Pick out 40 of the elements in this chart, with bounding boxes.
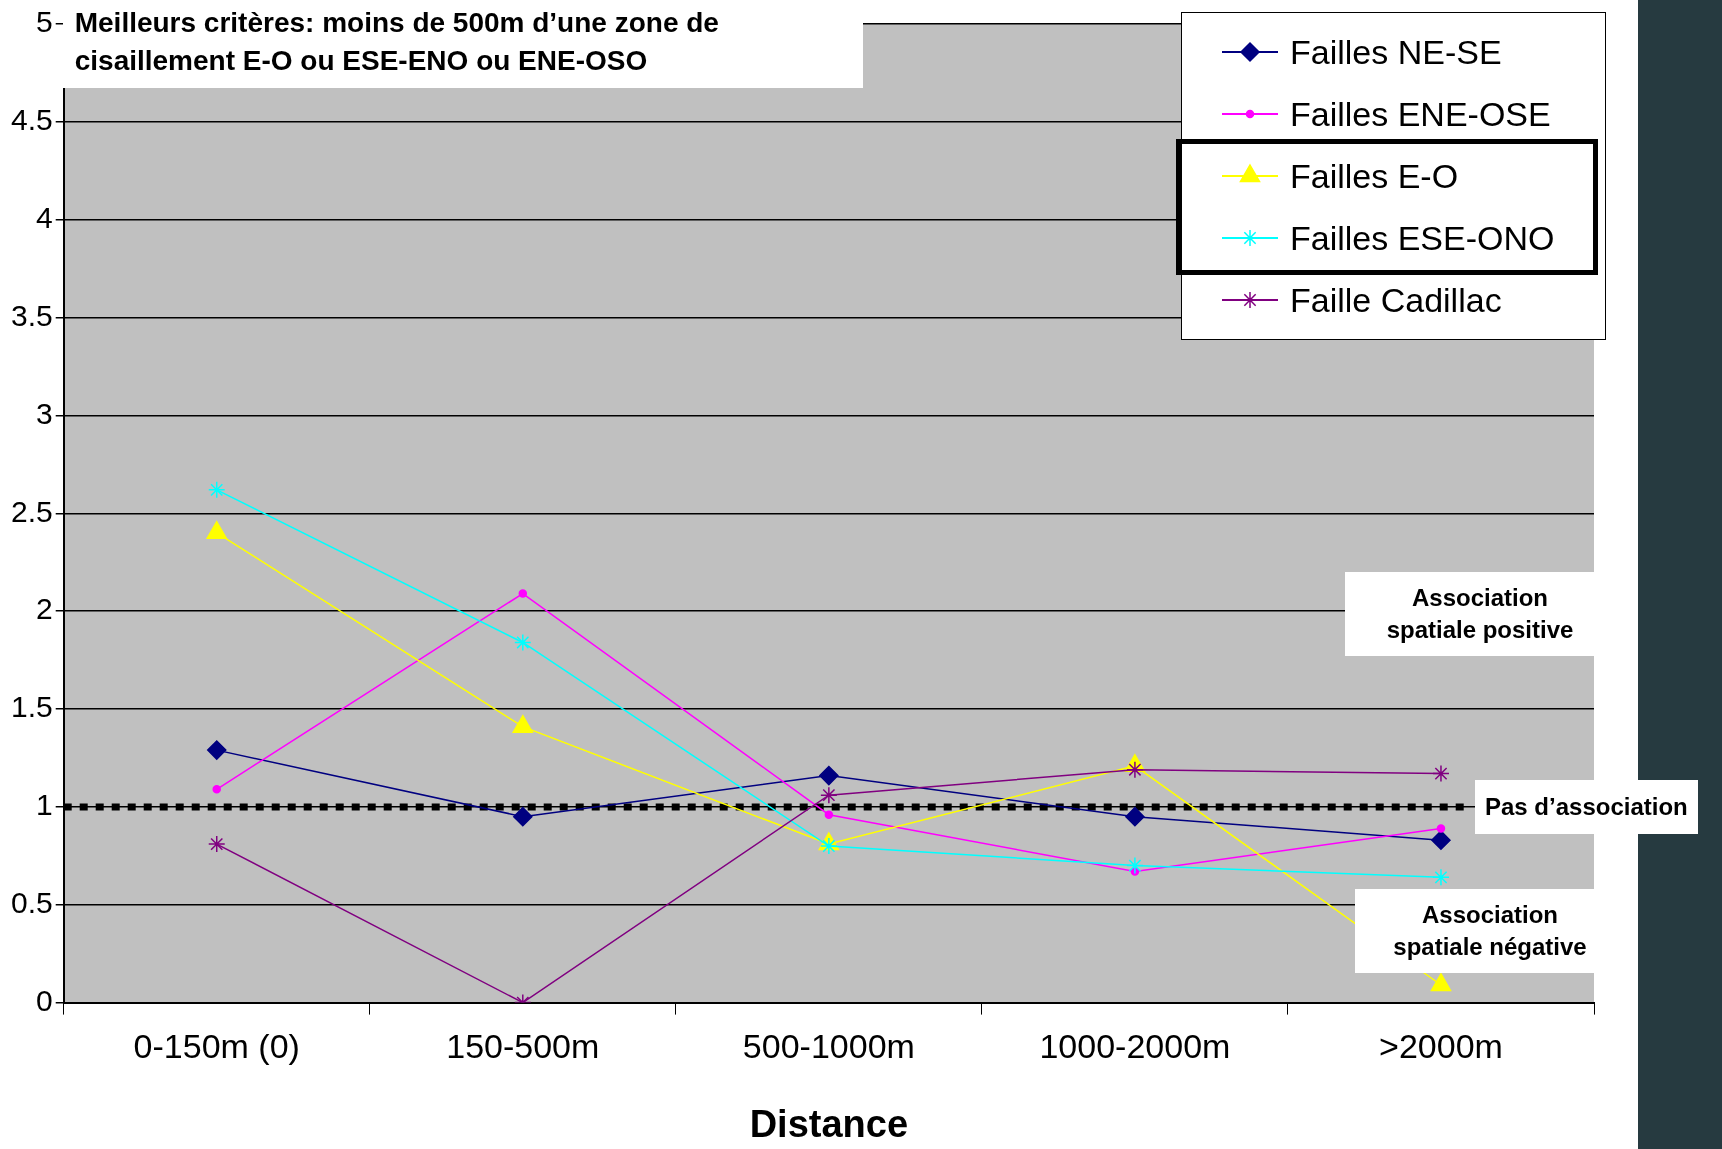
y-tick-label: 3 — [36, 396, 53, 430]
y-tick-label: 3.5 — [10, 298, 53, 332]
point — [820, 837, 838, 855]
legend-label: Failles E-O — [1290, 156, 1459, 196]
y-tick-label: 5 — [36, 5, 53, 39]
legend-label: Failles ESE-ONO — [1290, 218, 1555, 258]
point — [1125, 806, 1145, 827]
y-tick-label: 1.5 — [10, 690, 53, 724]
x-tick-label: 150-500m — [446, 1027, 600, 1066]
point — [819, 765, 839, 786]
x-tick-label: >2000m — [1379, 1027, 1503, 1066]
y-tick-label: 4 — [36, 200, 53, 234]
x-tick-label: 500-1000m — [742, 1027, 915, 1066]
legend-label: Failles ENE-OSE — [1290, 94, 1551, 134]
point — [1432, 868, 1450, 887]
y-tick-label: 2 — [36, 592, 53, 626]
point — [1436, 824, 1446, 833]
x-tick-label: 1000-2000m — [1039, 1027, 1231, 1066]
y-tick-label: 4.5 — [10, 103, 53, 137]
y-tick-label: 2.5 — [10, 494, 53, 528]
point — [824, 810, 834, 819]
point — [206, 740, 227, 760]
x-tick-label: 0-150m (0) — [133, 1027, 300, 1066]
point — [513, 806, 533, 827]
point — [207, 835, 226, 853]
point — [207, 481, 226, 499]
point — [1432, 764, 1450, 783]
point — [212, 785, 221, 794]
y-tick-label: 1 — [36, 788, 53, 822]
point — [1431, 830, 1451, 850]
x-axis-title: Distance — [749, 1102, 909, 1145]
point — [1126, 856, 1144, 875]
y-tick-label: 0 — [36, 983, 53, 1017]
y-tick-label: 0.5 — [10, 886, 53, 920]
point — [1126, 760, 1144, 779]
point — [518, 589, 528, 598]
legend-label: Failles NE-SE — [1290, 32, 1502, 72]
point — [820, 786, 838, 804]
point — [514, 633, 532, 652]
legend-label: Faille Cadillac — [1290, 280, 1502, 320]
